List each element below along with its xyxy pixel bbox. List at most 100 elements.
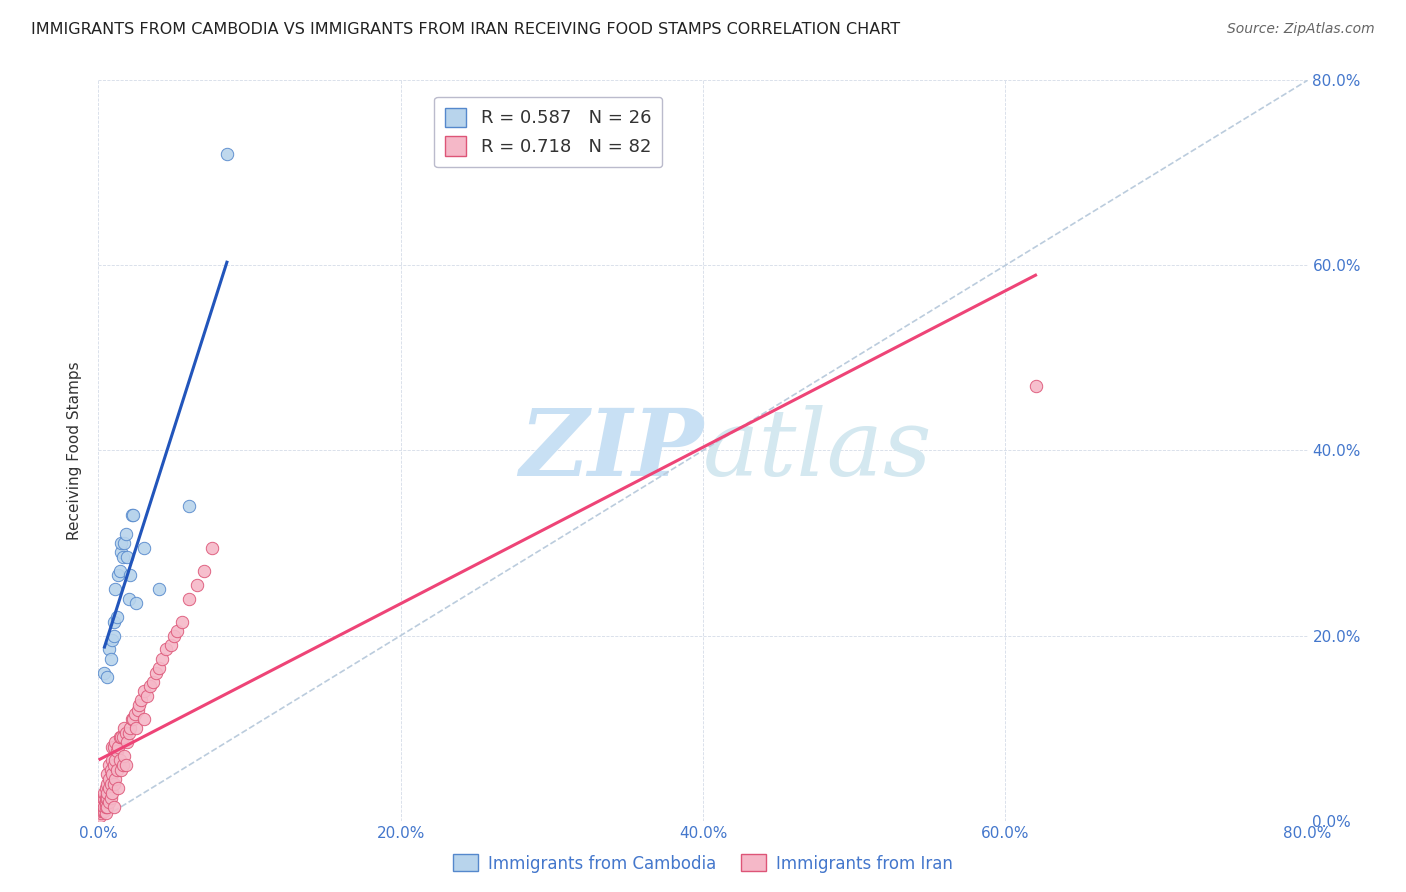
Point: [114, 526, 136, 541]
Point: [103, 615, 125, 629]
Point: [98, 642, 121, 657]
Point: [121, 712, 143, 726]
Point: [115, 549, 138, 564]
Point: [90, 805, 112, 819]
Point: [96, 776, 118, 791]
Point: [91, 795, 114, 809]
Point: [103, 776, 125, 791]
Point: [215, 147, 238, 161]
Legend: R = 0.587   N = 26, R = 0.718   N = 82: R = 0.587 N = 26, R = 0.718 N = 82: [434, 96, 662, 167]
Point: [100, 790, 122, 805]
Point: [193, 564, 215, 578]
Point: [107, 781, 129, 796]
Point: [139, 680, 162, 694]
Point: [125, 596, 148, 610]
Point: [94, 799, 117, 814]
Point: [118, 725, 141, 739]
Point: [101, 633, 124, 648]
Point: [105, 610, 128, 624]
Point: [170, 615, 193, 629]
Point: [122, 712, 145, 726]
Point: [98, 781, 121, 796]
Point: [179, 499, 201, 513]
Point: [96, 670, 118, 684]
Point: [103, 739, 125, 754]
Point: [103, 758, 125, 772]
Point: [201, 541, 224, 555]
Point: [150, 651, 173, 665]
Point: [94, 806, 117, 821]
Point: [91, 790, 114, 805]
Point: [104, 772, 127, 786]
Point: [127, 703, 149, 717]
Point: [96, 799, 118, 814]
Text: IMMIGRANTS FROM CAMBODIA VS IMMIGRANTS FROM IRAN RECEIVING FOOD STAMPS CORRELATI: IMMIGRANTS FROM CAMBODIA VS IMMIGRANTS F…: [31, 22, 900, 37]
Point: [100, 776, 122, 791]
Point: [132, 541, 155, 555]
Y-axis label: Receiving Food Stamps: Receiving Food Stamps: [67, 361, 83, 540]
Point: [163, 628, 186, 642]
Point: [105, 763, 128, 777]
Point: [142, 674, 165, 689]
Text: Source: ZipAtlas.com: Source: ZipAtlas.com: [1227, 22, 1375, 37]
Point: [115, 735, 138, 749]
Point: [96, 790, 118, 805]
Point: [104, 582, 127, 597]
Point: [129, 693, 152, 707]
Point: [98, 795, 121, 809]
Point: [107, 739, 129, 754]
Point: [104, 754, 127, 768]
Point: [94, 795, 117, 809]
Point: [112, 748, 135, 763]
Point: [108, 731, 131, 745]
Point: [118, 591, 141, 606]
Point: [94, 781, 117, 796]
Point: [1024, 378, 1046, 392]
Point: [121, 508, 143, 523]
Point: [148, 661, 170, 675]
Point: [90, 806, 112, 821]
Point: [108, 754, 131, 768]
Point: [93, 786, 115, 800]
Point: [114, 758, 136, 772]
Point: [100, 651, 122, 665]
Point: [108, 564, 131, 578]
Point: [101, 767, 124, 781]
Point: [132, 684, 155, 698]
Point: [110, 536, 132, 550]
Point: [122, 508, 145, 523]
Point: [101, 754, 124, 768]
Point: [101, 739, 124, 754]
Point: [110, 545, 132, 559]
Point: [93, 799, 115, 814]
Point: [100, 763, 122, 777]
Point: [103, 628, 125, 642]
Point: [91, 805, 114, 819]
Point: [110, 763, 132, 777]
Point: [93, 790, 115, 805]
Point: [128, 698, 150, 712]
Point: [91, 799, 114, 814]
Point: [125, 721, 148, 735]
Point: [114, 725, 136, 739]
Point: [112, 536, 135, 550]
Point: [124, 707, 146, 722]
Point: [111, 549, 134, 564]
Point: [112, 721, 135, 735]
Point: [120, 721, 142, 735]
Point: [98, 758, 121, 772]
Point: [111, 731, 134, 745]
Point: [145, 665, 167, 680]
Point: [160, 638, 183, 652]
Legend: Immigrants from Cambodia, Immigrants from Iran: Immigrants from Cambodia, Immigrants fro…: [446, 847, 960, 880]
Point: [107, 568, 129, 582]
Text: ZIP: ZIP: [519, 406, 703, 495]
Point: [90, 799, 112, 814]
Point: [179, 591, 201, 606]
Point: [166, 624, 188, 638]
Point: [111, 758, 134, 772]
Point: [93, 805, 115, 819]
Point: [89, 809, 111, 823]
Point: [186, 577, 208, 591]
Point: [105, 744, 128, 758]
